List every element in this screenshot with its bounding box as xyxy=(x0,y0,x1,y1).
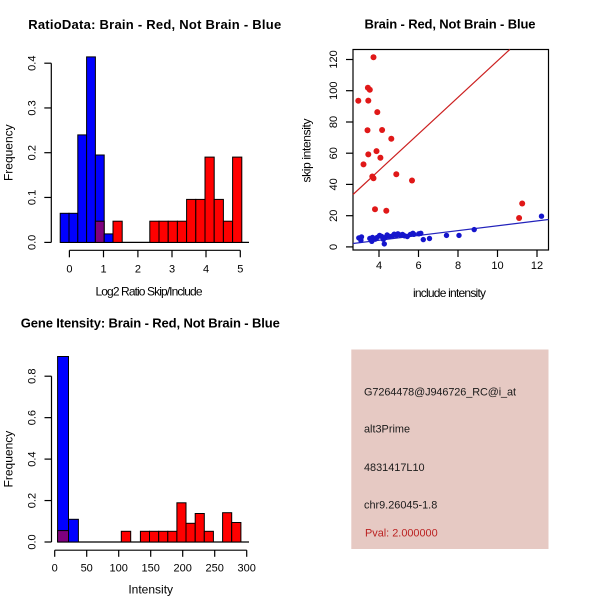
svg-text:10: 10 xyxy=(491,260,503,272)
svg-text:100: 100 xyxy=(110,562,128,574)
svg-text:alt3Prime: alt3Prime xyxy=(364,424,410,436)
svg-text:20: 20 xyxy=(328,210,340,222)
svg-text:1: 1 xyxy=(100,264,106,276)
svg-text:G7264478@J946726_RC@i_at: G7264478@J946726_RC@i_at xyxy=(364,387,516,399)
svg-text:300: 300 xyxy=(238,562,256,574)
svg-text:Frequency: Frequency xyxy=(2,124,16,181)
svg-text:200: 200 xyxy=(174,562,192,574)
svg-text:Frequency: Frequency xyxy=(2,431,16,488)
svg-text:12: 12 xyxy=(531,260,543,272)
svg-text:8: 8 xyxy=(455,260,461,272)
svg-text:50: 50 xyxy=(81,562,93,574)
svg-text:120: 120 xyxy=(328,50,340,68)
svg-text:250: 250 xyxy=(206,562,224,574)
svg-text:3: 3 xyxy=(169,264,175,276)
svg-text:0.2: 0.2 xyxy=(27,145,39,160)
svg-text:0.4: 0.4 xyxy=(27,451,39,466)
svg-text:60: 60 xyxy=(328,147,340,159)
svg-text:0: 0 xyxy=(66,264,72,276)
svg-text:0.0: 0.0 xyxy=(27,534,39,549)
svg-text:0.3: 0.3 xyxy=(27,100,39,115)
svg-text:include intensity: include intensity xyxy=(413,286,486,300)
svg-text:4: 4 xyxy=(376,260,382,272)
svg-text:Intensity: Intensity xyxy=(128,582,173,596)
svg-text:0: 0 xyxy=(328,244,340,250)
svg-text:5: 5 xyxy=(237,264,243,276)
svg-text:2: 2 xyxy=(135,264,141,276)
svg-text:0.8: 0.8 xyxy=(27,369,39,384)
svg-text:100: 100 xyxy=(328,82,340,100)
svg-text:0.2: 0.2 xyxy=(27,493,39,508)
svg-text:skip intensity: skip intensity xyxy=(300,119,314,183)
svg-text:Pval: 2.000000: Pval: 2.000000 xyxy=(365,528,438,540)
svg-text:0.4: 0.4 xyxy=(27,56,39,71)
svg-text:RatioData: Brain - Red, Not Br: RatioData: Brain - Red, Not Brain - Blue xyxy=(28,17,281,32)
svg-text:0.0: 0.0 xyxy=(27,235,39,250)
svg-text:Brain - Red, Not Brain - Blue: Brain - Red, Not Brain - Blue xyxy=(365,16,536,31)
svg-text:40: 40 xyxy=(328,178,340,190)
svg-text:0.6: 0.6 xyxy=(27,410,39,425)
svg-text:4: 4 xyxy=(203,264,209,276)
svg-text:4831417L10: 4831417L10 xyxy=(364,462,425,474)
svg-text:Log2 Ratio Skip/Include: Log2 Ratio Skip/Include xyxy=(96,285,203,299)
svg-text:0: 0 xyxy=(52,562,58,574)
svg-text:150: 150 xyxy=(142,562,160,574)
svg-text:chr9.26045-1.8: chr9.26045-1.8 xyxy=(364,500,437,512)
svg-text:80: 80 xyxy=(328,116,340,128)
svg-text:6: 6 xyxy=(415,260,421,272)
svg-text:0.1: 0.1 xyxy=(27,190,39,205)
svg-text:Gene Itensity: Brain - Red, No: Gene Itensity: Brain - Red, Not Brain - … xyxy=(21,316,280,331)
